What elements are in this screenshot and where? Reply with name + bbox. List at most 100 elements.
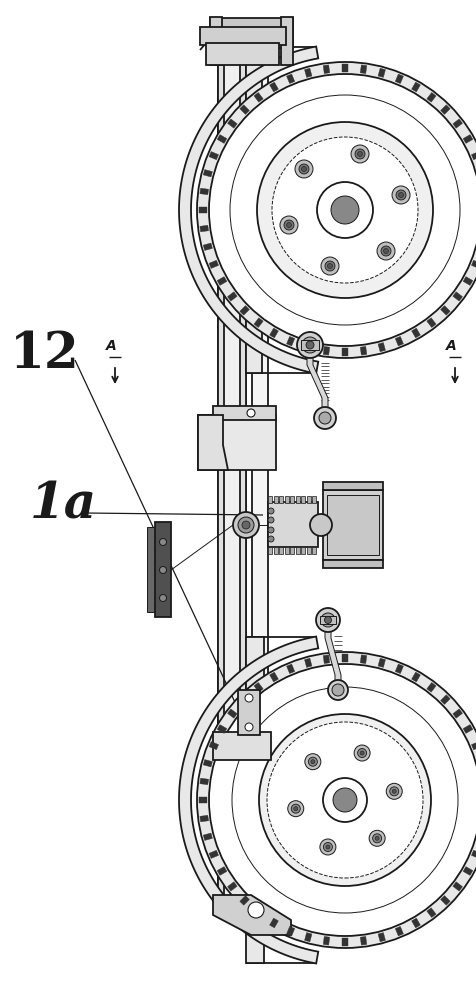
Circle shape — [369, 830, 385, 846]
Polygon shape — [217, 867, 227, 875]
Circle shape — [321, 613, 335, 627]
Polygon shape — [471, 260, 476, 268]
Circle shape — [297, 332, 323, 358]
Polygon shape — [269, 82, 278, 92]
Bar — [200, 27, 286, 45]
Bar — [307, 496, 311, 503]
Polygon shape — [179, 637, 318, 963]
Circle shape — [159, 538, 167, 546]
Polygon shape — [360, 346, 367, 355]
Circle shape — [326, 845, 330, 849]
Circle shape — [331, 196, 359, 224]
Polygon shape — [307, 357, 328, 408]
Circle shape — [396, 190, 406, 200]
Circle shape — [268, 536, 274, 542]
Polygon shape — [287, 664, 295, 674]
Bar — [213, 732, 271, 760]
Circle shape — [320, 839, 336, 855]
Bar — [285, 496, 288, 503]
Polygon shape — [412, 672, 420, 682]
Polygon shape — [323, 65, 330, 74]
Polygon shape — [200, 815, 208, 822]
Bar — [285, 547, 288, 554]
Circle shape — [357, 749, 367, 758]
Polygon shape — [427, 92, 436, 102]
Circle shape — [268, 527, 274, 533]
Bar — [323, 482, 383, 490]
Bar — [290, 547, 294, 554]
Circle shape — [233, 512, 259, 538]
Polygon shape — [209, 742, 218, 750]
Circle shape — [392, 186, 410, 204]
Circle shape — [245, 723, 253, 731]
Polygon shape — [378, 68, 386, 77]
Circle shape — [267, 722, 423, 878]
Circle shape — [357, 151, 363, 156]
Bar — [252, 50, 268, 905]
Polygon shape — [453, 292, 463, 301]
Bar — [274, 547, 278, 554]
Polygon shape — [240, 896, 249, 905]
Polygon shape — [427, 908, 436, 918]
Bar — [213, 406, 276, 420]
Circle shape — [377, 242, 395, 260]
Polygon shape — [463, 135, 473, 143]
Bar — [281, 17, 293, 65]
Circle shape — [384, 249, 388, 254]
Circle shape — [268, 517, 274, 523]
Circle shape — [354, 745, 370, 761]
Polygon shape — [254, 92, 263, 102]
Polygon shape — [453, 709, 463, 718]
Polygon shape — [240, 105, 249, 114]
Polygon shape — [412, 82, 420, 92]
Polygon shape — [342, 64, 348, 72]
Circle shape — [314, 407, 336, 429]
Text: A: A — [106, 339, 116, 353]
Text: 1a: 1a — [30, 481, 97, 530]
Circle shape — [319, 412, 331, 424]
Polygon shape — [228, 709, 237, 718]
Bar — [312, 496, 317, 503]
Polygon shape — [360, 655, 367, 664]
Circle shape — [291, 804, 300, 813]
Polygon shape — [412, 918, 420, 928]
Circle shape — [323, 842, 332, 851]
Circle shape — [332, 684, 344, 696]
Polygon shape — [360, 936, 367, 945]
Circle shape — [355, 149, 365, 159]
Bar — [218, 40, 224, 915]
Circle shape — [302, 337, 318, 353]
Bar — [268, 496, 272, 503]
Bar — [218, 40, 246, 915]
Bar — [206, 43, 279, 65]
Polygon shape — [395, 74, 404, 84]
Polygon shape — [200, 225, 208, 232]
Polygon shape — [463, 725, 473, 733]
Polygon shape — [254, 908, 263, 918]
Polygon shape — [395, 926, 404, 936]
Circle shape — [325, 616, 331, 624]
Circle shape — [242, 521, 250, 529]
Circle shape — [373, 834, 382, 843]
Circle shape — [294, 807, 298, 811]
Polygon shape — [240, 695, 249, 704]
Bar — [301, 340, 319, 350]
Polygon shape — [395, 336, 404, 346]
Circle shape — [386, 783, 402, 799]
Polygon shape — [199, 207, 207, 213]
Polygon shape — [287, 926, 295, 936]
Polygon shape — [360, 65, 367, 74]
Circle shape — [316, 608, 340, 632]
Polygon shape — [228, 882, 237, 891]
Circle shape — [306, 341, 314, 349]
Polygon shape — [287, 74, 295, 84]
Circle shape — [309, 764, 381, 836]
Bar — [279, 547, 283, 554]
Bar — [155, 522, 171, 617]
Circle shape — [159, 566, 167, 574]
Polygon shape — [305, 68, 312, 77]
Circle shape — [351, 145, 369, 163]
Circle shape — [209, 74, 476, 346]
Bar — [246, 637, 264, 963]
Polygon shape — [203, 170, 212, 177]
